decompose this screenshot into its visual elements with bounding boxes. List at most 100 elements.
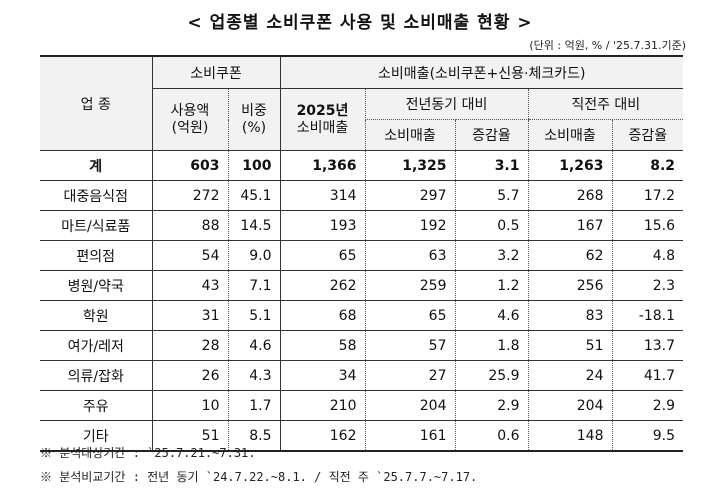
cell-sales2025: 162 (279, 420, 365, 451)
header-sales-2025: 2025년 소비매출 (279, 88, 365, 151)
header-sales-group: 소비매출(소비쿠폰+신용·체크카드) (279, 56, 684, 89)
cell-yoy-sales: 192 (364, 210, 455, 241)
cell-wow-rate: 2.3 (611, 270, 684, 301)
cell-wow-rate: 17.2 (611, 180, 684, 211)
cell-yoy-rate: 25.9 (454, 360, 528, 391)
cell-wow-rate: 2.9 (611, 390, 684, 421)
cell-industry: 여가/레저 (40, 330, 152, 361)
header-yoy-group: 전년동기 대비 (364, 88, 528, 120)
cell-yoy-rate: 0.6 (454, 420, 528, 451)
table-row: 학원 31 5.1 68 65 4.6 83 -18.1 (40, 300, 684, 331)
footnotes: ※ 분석대상기간 : `25.7.21.~7.31. ※ 분석비교기간 : 전년… (40, 441, 477, 489)
cell-yoy-rate: 0.5 (454, 210, 528, 241)
cell-share: 45.1 (227, 180, 280, 211)
cell-share: 5.1 (227, 300, 280, 331)
cell-usage: 51 (151, 420, 228, 451)
cell-wow-sales: 62 (527, 240, 612, 271)
cell-yoy-sales: 161 (364, 420, 455, 451)
cell-usage: 31 (151, 300, 228, 331)
cell-wow-sales: 148 (527, 420, 612, 451)
cell-usage: 28 (151, 330, 228, 361)
cell-wow-rate: 8.2 (611, 150, 684, 181)
cell-wow-sales: 51 (527, 330, 612, 361)
cell-share: 7.1 (227, 270, 280, 301)
cell-usage: 43 (151, 270, 228, 301)
cell-industry: 마트/식료품 (40, 210, 152, 241)
cell-industry: 병원/약국 (40, 270, 152, 301)
cell-sales2025: 262 (279, 270, 365, 301)
cell-industry: 의류/잡화 (40, 360, 152, 391)
cell-sales2025: 314 (279, 180, 365, 211)
header-usage-amount: 사용액 (억원) (151, 88, 228, 151)
cell-yoy-sales: 65 (364, 300, 455, 331)
cell-share: 1.7 (227, 390, 280, 421)
cell-industry: 학원 (40, 300, 152, 331)
cell-share: 14.5 (227, 210, 280, 241)
cell-wow-sales: 256 (527, 270, 612, 301)
table-row: 병원/약국 43 7.1 262 259 1.2 256 2.3 (40, 270, 684, 301)
cell-wow-rate: 41.7 (611, 360, 684, 391)
cell-yoy-sales: 259 (364, 270, 455, 301)
table-row: 주유 10 1.7 210 204 2.9 204 2.9 (40, 390, 684, 421)
cell-usage: 10 (151, 390, 228, 421)
cell-yoy-rate: 2.9 (454, 390, 528, 421)
cell-wow-rate: -18.1 (611, 300, 684, 331)
cell-yoy-rate: 1.2 (454, 270, 528, 301)
cell-usage: 88 (151, 210, 228, 241)
table-row: 기타 51 8.5 162 161 0.6 148 9.5 (40, 420, 684, 451)
header-coupon-group: 소비쿠폰 (151, 56, 280, 89)
cell-yoy-rate: 1.8 (454, 330, 528, 361)
header-yoy-sales: 소비매출 (364, 119, 455, 151)
cell-usage: 26 (151, 360, 228, 391)
header-share: 비중 (%) (227, 88, 280, 151)
cell-wow-sales: 83 (527, 300, 612, 331)
cell-wow-sales: 268 (527, 180, 612, 211)
table-row: 대중음식점 272 45.1 314 297 5.7 268 17.2 (40, 180, 684, 211)
cell-industry: 편의점 (40, 240, 152, 271)
table-row: 마트/식료품 88 14.5 193 192 0.5 167 15.6 (40, 210, 684, 241)
cell-share: 9.0 (227, 240, 280, 271)
cell-wow-rate: 15.6 (611, 210, 684, 241)
cell-usage: 603 (151, 150, 228, 181)
cell-industry: 대중음식점 (40, 180, 152, 211)
cell-sales2025: 193 (279, 210, 365, 241)
cell-yoy-rate: 4.6 (454, 300, 528, 331)
cell-wow-sales: 204 (527, 390, 612, 421)
table-row: 여가/레저 28 4.6 58 57 1.8 51 13.7 (40, 330, 684, 361)
table-row: 의류/잡화 26 4.3 34 27 25.9 24 41.7 (40, 360, 684, 391)
cell-sales2025: 65 (279, 240, 365, 271)
industry-coupon-sales-table: 업 종 소비쿠폰 소비매출(소비쿠폰+신용·체크카드) 사용액 (억원) 비중 … (40, 55, 684, 452)
cell-yoy-sales: 27 (364, 360, 455, 391)
cell-yoy-rate: 3.1 (454, 150, 528, 181)
cell-sales2025: 58 (279, 330, 365, 361)
cell-sales2025: 210 (279, 390, 365, 421)
page-title: < 업종별 소비쿠폰 사용 및 소비매출 현황 > (187, 13, 533, 33)
cell-wow-sales: 167 (527, 210, 612, 241)
cell-industry: 계 (40, 150, 152, 181)
cell-yoy-sales: 204 (364, 390, 455, 421)
cell-share: 100 (227, 150, 280, 181)
cell-usage: 54 (151, 240, 228, 271)
table-row: 편의점 54 9.0 65 63 3.2 62 4.8 (40, 240, 684, 271)
header-wow-group: 직전주 대비 (527, 88, 684, 120)
cell-wow-rate: 4.8 (611, 240, 684, 271)
cell-yoy-sales: 1,325 (364, 150, 455, 181)
header-wow-rate: 증감율 (611, 119, 684, 151)
cell-yoy-sales: 63 (364, 240, 455, 271)
unit-note: (단위 : 억원, % / '25.7.31.기준) (529, 39, 686, 52)
footnote-comparison-period: ※ 분석비교기간 : 전년 동기 `24.7.22.~8.1. / 직전 주 `… (40, 470, 478, 484)
cell-yoy-sales: 57 (364, 330, 455, 361)
cell-yoy-rate: 5.7 (454, 180, 528, 211)
cell-yoy-sales: 297 (364, 180, 455, 211)
cell-sales2025: 68 (279, 300, 365, 331)
cell-share: 4.6 (227, 330, 280, 361)
cell-wow-rate: 13.7 (611, 330, 684, 361)
cell-sales2025: 34 (279, 360, 365, 391)
cell-industry: 기타 (40, 420, 152, 451)
cell-wow-sales: 24 (527, 360, 612, 391)
table-row-total: 계 603 100 1,366 1,325 3.1 1,263 8.2 (40, 150, 684, 181)
cell-share: 8.5 (227, 420, 280, 451)
cell-wow-rate: 9.5 (611, 420, 684, 451)
header-yoy-rate: 증감율 (454, 119, 528, 151)
cell-share: 4.3 (227, 360, 280, 391)
